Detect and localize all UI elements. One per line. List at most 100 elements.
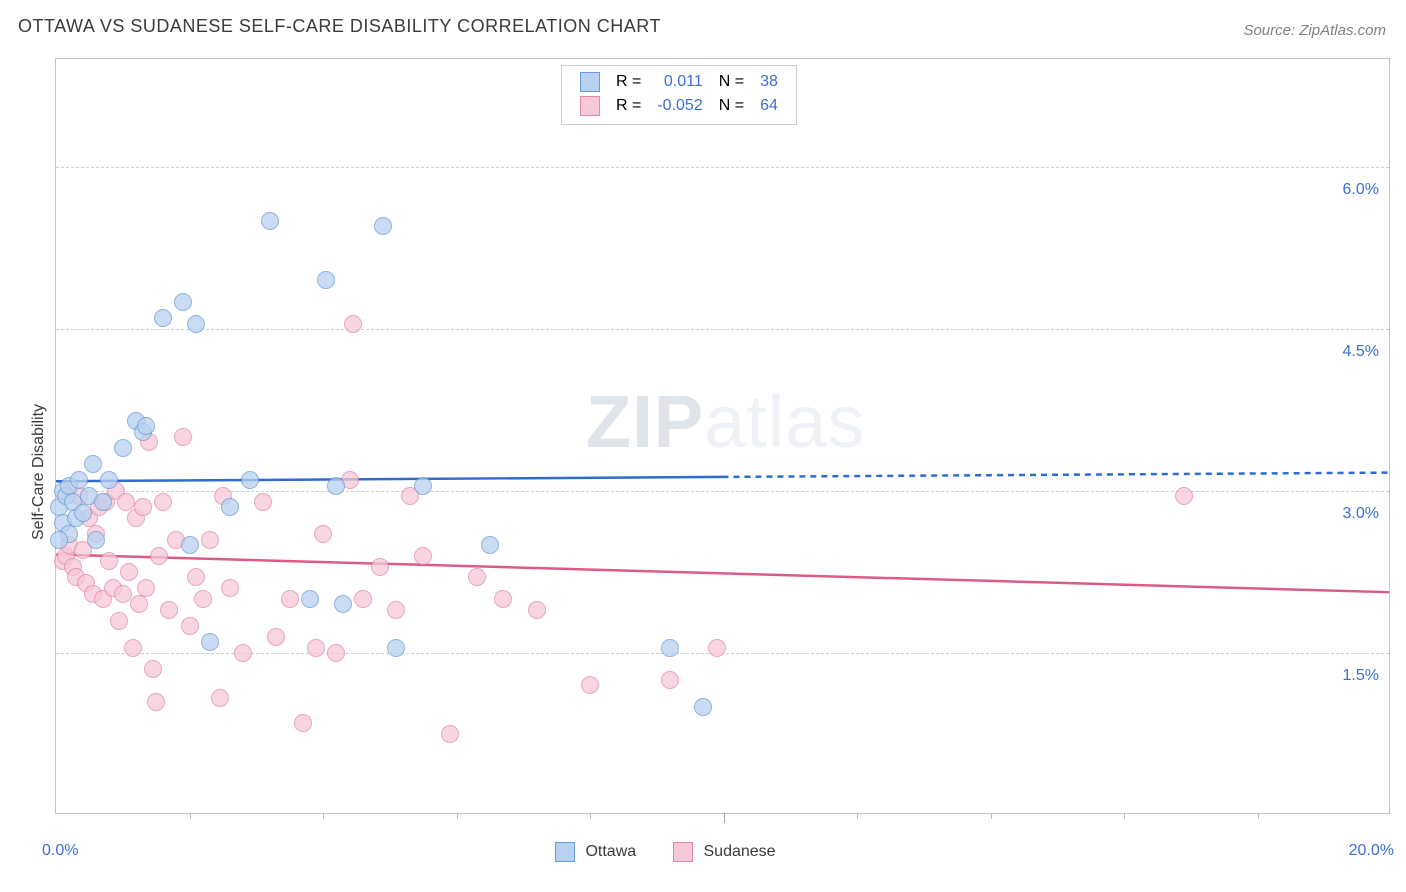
scatter-point-sudanese bbox=[494, 590, 512, 608]
r-label: R = bbox=[616, 73, 641, 90]
scatter-point-ottawa bbox=[241, 471, 259, 489]
x-axis-max-label: 20.0% bbox=[1349, 842, 1394, 860]
scatter-point-ottawa bbox=[84, 455, 102, 473]
scatter-point-ottawa bbox=[414, 477, 432, 495]
scatter-point-sudanese bbox=[528, 601, 546, 619]
scatter-point-sudanese bbox=[120, 563, 138, 581]
y-tick-label: 4.5% bbox=[1343, 343, 1379, 361]
legend-swatch-ottawa bbox=[580, 72, 600, 92]
scatter-point-ottawa bbox=[94, 493, 112, 511]
scatter-point-ottawa bbox=[481, 536, 499, 554]
legend-swatch-ottawa bbox=[555, 842, 575, 862]
legend-correlation: R = 0.011 N = 38 R = -0.052 N = 64 bbox=[561, 65, 797, 125]
n-value-ottawa: 38 bbox=[760, 73, 778, 90]
scatter-point-ottawa bbox=[261, 212, 279, 230]
scatter-point-sudanese bbox=[201, 531, 219, 549]
x-tick-minor bbox=[323, 813, 324, 819]
scatter-point-ottawa bbox=[694, 698, 712, 716]
chart-title: OTTAWA VS SUDANESE SELF-CARE DISABILITY … bbox=[18, 16, 661, 37]
scatter-point-sudanese bbox=[327, 644, 345, 662]
y-axis-label: Self-Care Disability bbox=[30, 404, 48, 540]
legend-row-ottawa: R = 0.011 N = 38 bbox=[572, 70, 786, 94]
trend-lines-svg bbox=[56, 59, 1389, 813]
scatter-point-sudanese bbox=[117, 493, 135, 511]
x-tick-minor bbox=[1124, 813, 1125, 819]
scatter-point-sudanese bbox=[221, 579, 239, 597]
scatter-point-ottawa bbox=[174, 293, 192, 311]
scatter-point-sudanese bbox=[581, 676, 599, 694]
scatter-point-sudanese bbox=[354, 590, 372, 608]
n-label: N = bbox=[719, 73, 744, 90]
scatter-point-sudanese bbox=[130, 595, 148, 613]
scatter-point-ottawa bbox=[387, 639, 405, 657]
scatter-point-sudanese bbox=[414, 547, 432, 565]
r-label: R = bbox=[616, 97, 641, 114]
scatter-point-ottawa bbox=[50, 531, 68, 549]
x-tick-minor bbox=[991, 813, 992, 819]
scatter-point-ottawa bbox=[374, 217, 392, 235]
scatter-point-sudanese bbox=[344, 315, 362, 333]
legend-swatch-sudanese bbox=[580, 96, 600, 116]
scatter-point-ottawa bbox=[137, 417, 155, 435]
legend-row-sudanese: R = -0.052 N = 64 bbox=[572, 94, 786, 118]
scatter-point-ottawa bbox=[74, 504, 92, 522]
scatter-point-sudanese bbox=[281, 590, 299, 608]
legend-bottom: Ottawa Sudanese bbox=[555, 842, 776, 862]
plot-area: ZIPatlas R = 0.011 N = 38 R = -0.052 N =… bbox=[55, 58, 1390, 814]
source-attribution: Source: ZipAtlas.com bbox=[1243, 22, 1386, 39]
scatter-point-ottawa bbox=[317, 271, 335, 289]
watermark: ZIPatlas bbox=[586, 379, 865, 464]
scatter-point-ottawa bbox=[154, 309, 172, 327]
scatter-point-sudanese bbox=[211, 689, 229, 707]
scatter-point-sudanese bbox=[150, 547, 168, 565]
scatter-point-ottawa bbox=[87, 531, 105, 549]
r-value-sudanese: -0.052 bbox=[657, 97, 702, 114]
scatter-point-ottawa bbox=[327, 477, 345, 495]
scatter-point-ottawa bbox=[187, 315, 205, 333]
scatter-point-sudanese bbox=[134, 498, 152, 516]
y-tick-label: 3.0% bbox=[1343, 505, 1379, 523]
r-value-ottawa: 0.011 bbox=[664, 73, 703, 90]
scatter-point-sudanese bbox=[441, 725, 459, 743]
scatter-point-ottawa bbox=[301, 590, 319, 608]
scatter-point-sudanese bbox=[187, 568, 205, 586]
scatter-point-sudanese bbox=[234, 644, 252, 662]
scatter-point-ottawa bbox=[201, 633, 219, 651]
scatter-point-sudanese bbox=[160, 601, 178, 619]
gridline bbox=[56, 167, 1389, 168]
scatter-point-sudanese bbox=[708, 639, 726, 657]
scatter-point-sudanese bbox=[307, 639, 325, 657]
scatter-point-sudanese bbox=[468, 568, 486, 586]
scatter-point-sudanese bbox=[314, 525, 332, 543]
scatter-point-sudanese bbox=[387, 601, 405, 619]
scatter-point-sudanese bbox=[110, 612, 128, 630]
scatter-point-sudanese bbox=[267, 628, 285, 646]
x-axis-min-label: 0.0% bbox=[42, 842, 78, 860]
legend-label-ottawa: Ottawa bbox=[585, 843, 636, 860]
y-tick-label: 6.0% bbox=[1343, 181, 1379, 199]
scatter-point-ottawa bbox=[661, 639, 679, 657]
scatter-point-sudanese bbox=[147, 693, 165, 711]
y-tick-label: 1.5% bbox=[1343, 667, 1379, 685]
scatter-point-sudanese bbox=[124, 639, 142, 657]
scatter-point-ottawa bbox=[114, 439, 132, 457]
scatter-point-sudanese bbox=[371, 558, 389, 576]
scatter-point-ottawa bbox=[221, 498, 239, 516]
scatter-point-sudanese bbox=[100, 552, 118, 570]
scatter-point-sudanese bbox=[661, 671, 679, 689]
x-tick-minor bbox=[190, 813, 191, 819]
x-tick-minor bbox=[857, 813, 858, 819]
x-tick-minor bbox=[457, 813, 458, 819]
scatter-point-sudanese bbox=[114, 585, 132, 603]
scatter-point-ottawa bbox=[181, 536, 199, 554]
x-tick-major bbox=[724, 813, 725, 823]
scatter-point-ottawa bbox=[334, 595, 352, 613]
scatter-point-sudanese bbox=[1175, 487, 1193, 505]
scatter-point-sudanese bbox=[137, 579, 155, 597]
scatter-point-sudanese bbox=[181, 617, 199, 635]
scatter-point-sudanese bbox=[144, 660, 162, 678]
scatter-point-sudanese bbox=[154, 493, 172, 511]
scatter-point-sudanese bbox=[294, 714, 312, 732]
scatter-point-sudanese bbox=[254, 493, 272, 511]
n-label: N = bbox=[719, 97, 744, 114]
